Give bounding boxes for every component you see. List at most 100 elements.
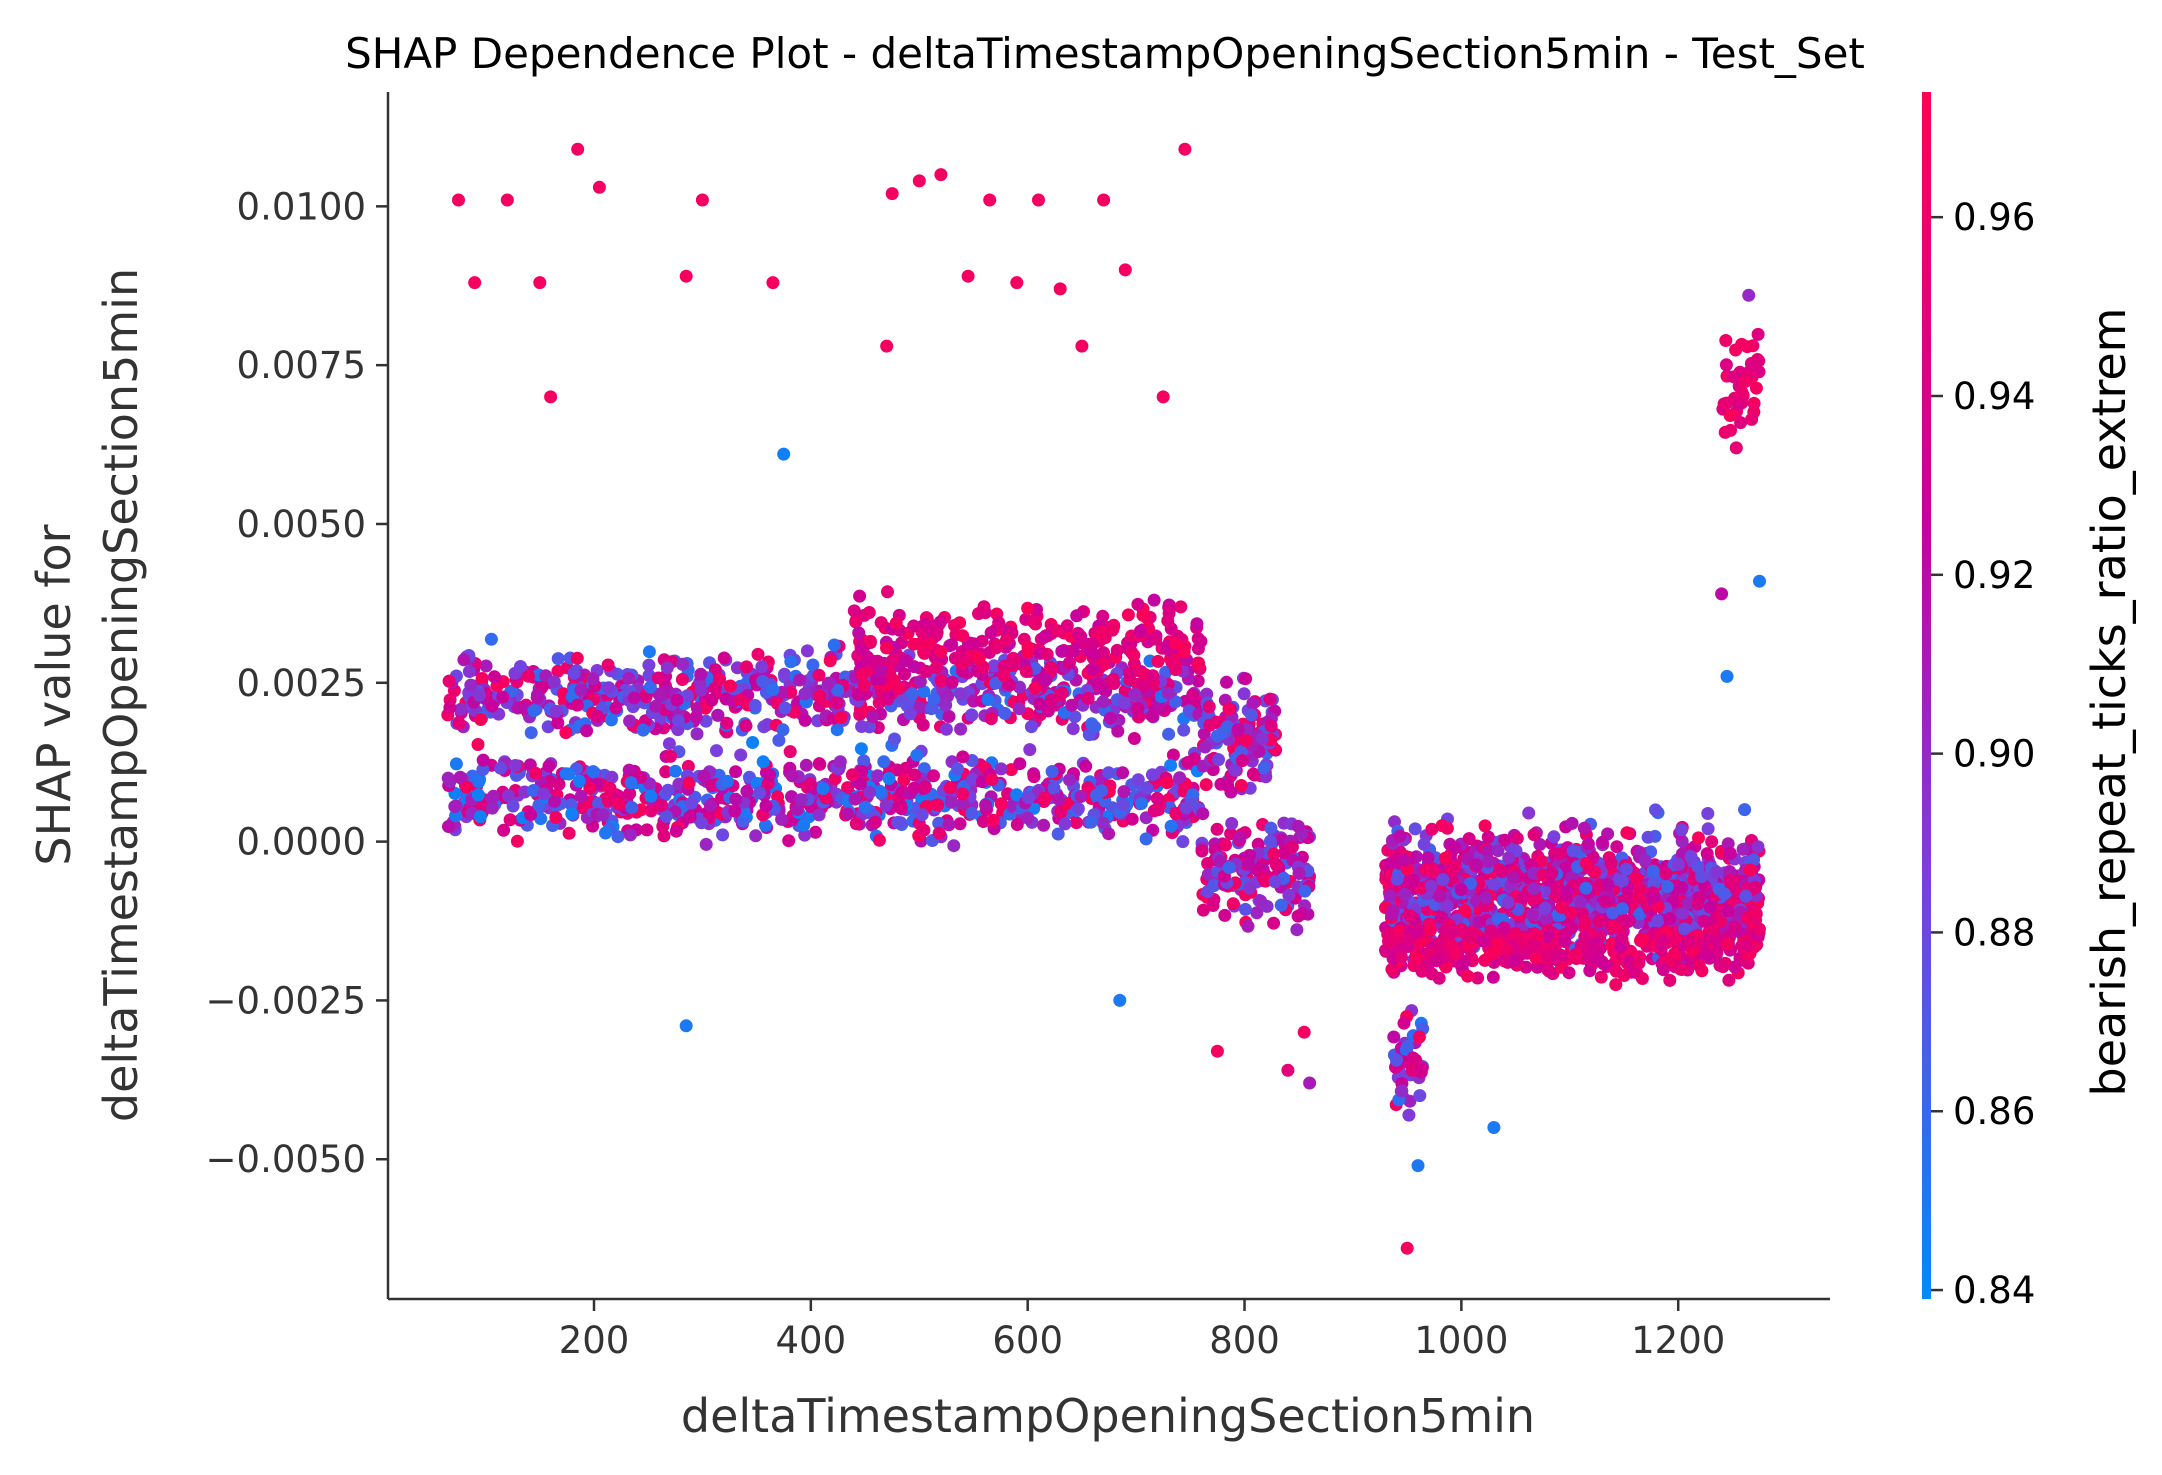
scatter-point [782, 834, 796, 848]
scatter-point [503, 813, 517, 827]
scatter-point [853, 708, 867, 722]
scatter-point [848, 792, 862, 806]
scatter-point [1403, 1094, 1417, 1108]
scatter-point [1592, 914, 1606, 928]
scatter-point [506, 799, 520, 813]
scatter-point [1241, 857, 1255, 871]
scatter-point [1210, 716, 1223, 729]
scatter-point [1723, 846, 1737, 860]
scatter-point [1445, 924, 1459, 938]
scatter-point [644, 789, 658, 803]
scatter-point [1606, 920, 1620, 934]
scatter-point [1096, 816, 1110, 830]
scatter-point [551, 652, 565, 666]
scatter-point [1091, 677, 1105, 691]
scatter-point [1086, 662, 1100, 676]
scatter-point [1400, 1241, 1414, 1255]
scatter-point [967, 637, 981, 651]
scatter-point [1609, 978, 1623, 992]
scatter-point [1417, 837, 1431, 851]
scatter-point [947, 839, 961, 853]
scatter-point [1715, 587, 1729, 601]
scatter-point [711, 708, 725, 722]
scatter-point [1058, 817, 1072, 831]
scatter-point [1218, 908, 1232, 922]
scatter-point [1190, 617, 1204, 631]
scatter-point [1619, 862, 1633, 876]
scatter-point [790, 803, 804, 816]
scatter-point [1019, 665, 1033, 678]
scatter-point [689, 710, 703, 724]
scatter-point [1632, 956, 1646, 970]
scatter-point [981, 693, 995, 706]
scatter-point [1081, 781, 1095, 795]
scatter-point [690, 727, 704, 741]
scatter-point [604, 713, 618, 727]
scatter-point [872, 696, 886, 710]
scatter-point [916, 718, 930, 732]
scatter-point [898, 667, 911, 681]
scatter-point [994, 797, 1008, 811]
scatter-point [834, 710, 848, 724]
scatter-point [710, 744, 723, 758]
scatter-point [1156, 390, 1170, 404]
scatter-point [1274, 898, 1288, 912]
scatter-point [1692, 959, 1706, 973]
scatter-point [918, 780, 932, 794]
scatter-point [1173, 771, 1187, 785]
scatter-point [1191, 674, 1205, 688]
scatter-point [912, 174, 926, 188]
scatter-point [766, 276, 780, 290]
scatter-point [1550, 949, 1564, 963]
scatter-point [1741, 911, 1755, 925]
scatter-point [853, 589, 867, 603]
scatter-point [1088, 720, 1102, 734]
scatter-point [1581, 837, 1595, 851]
scatter-point [1744, 357, 1758, 370]
scatter-point [1476, 934, 1490, 948]
scatter-point [1140, 782, 1154, 795]
scatter-point [452, 193, 465, 207]
scatter-point [1577, 821, 1591, 835]
x-tick-label: 400 [776, 1319, 847, 1362]
scatter-point [1675, 963, 1689, 976]
scatter-point [1534, 854, 1548, 868]
scatter-point [1454, 883, 1468, 897]
scatter-point [1719, 358, 1733, 372]
scatter-point [1103, 711, 1117, 725]
scatter-point [476, 753, 490, 767]
scatter-point [897, 773, 911, 787]
scatter-point [1403, 909, 1417, 923]
scatter-point [476, 763, 490, 777]
scatter-point [1066, 722, 1080, 736]
scatter-point [1710, 865, 1723, 879]
scatter-point [1659, 867, 1673, 881]
scatter-point [1117, 696, 1131, 710]
scatter-point [529, 766, 543, 780]
scatter-point [1478, 819, 1492, 833]
scatter-point [1736, 842, 1750, 856]
scatter-point [1178, 142, 1192, 156]
scatter-point [695, 193, 709, 207]
scatter-point [1622, 954, 1636, 968]
scatter-point [1131, 773, 1145, 787]
scatter-point [442, 674, 456, 688]
scatter-point [740, 660, 753, 674]
scatter-point [679, 1019, 693, 1033]
scatter-point [1161, 686, 1175, 700]
scatter-point [1179, 801, 1193, 815]
scatter-point [1234, 779, 1248, 792]
scatter-point [1267, 916, 1281, 930]
scatter-point [1721, 837, 1735, 851]
scatter-point [910, 748, 924, 762]
scatter-point [1566, 844, 1580, 858]
scatter-point [1635, 972, 1649, 985]
scatter-point [592, 180, 606, 194]
scatter-point [1047, 781, 1061, 795]
scatter-point [1594, 970, 1608, 984]
scatter-point [1487, 1121, 1501, 1134]
scatter-point [1186, 788, 1200, 802]
scatter-point [640, 823, 654, 837]
scatter-point [1458, 904, 1472, 918]
scatter-point [1498, 833, 1512, 847]
